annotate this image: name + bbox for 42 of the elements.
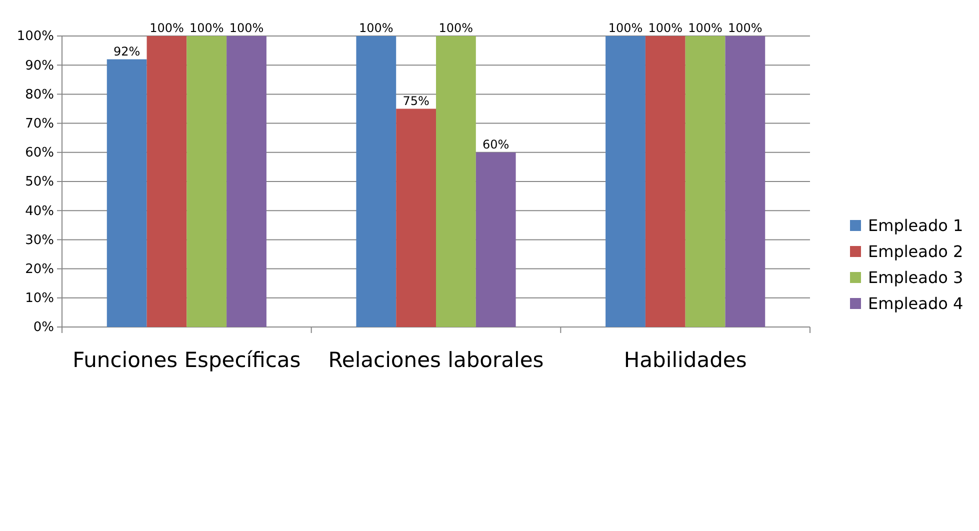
bar	[725, 36, 766, 327]
bar	[396, 108, 436, 327]
data-label: 100%	[688, 21, 722, 35]
y-tick-label: 60%	[25, 146, 54, 161]
data-label: 60%	[482, 137, 510, 152]
bar	[106, 59, 147, 327]
data-label: 100%	[229, 21, 264, 35]
bar	[606, 36, 646, 327]
bar	[436, 36, 476, 327]
data-label: 100%	[608, 21, 643, 35]
y-tick-label: 0%	[33, 320, 54, 336]
y-tick-label: 10%	[25, 291, 54, 306]
legend-label: Empleado 4	[868, 294, 964, 313]
legend-label: Empleado 1	[868, 216, 964, 235]
data-label: 100%	[359, 21, 394, 35]
bar	[685, 36, 726, 327]
data-label: 75%	[402, 94, 430, 108]
data-label: 92%	[113, 44, 140, 58]
x-tick-label: Habilidades	[624, 348, 747, 372]
bar	[356, 36, 396, 327]
y-tick-label: 40%	[25, 204, 54, 219]
bar	[645, 36, 686, 327]
data-label: 100%	[150, 21, 184, 35]
bar	[226, 36, 266, 327]
bar	[186, 36, 227, 327]
y-tick-label: 50%	[25, 174, 54, 190]
x-tick-label: Funciones Específicas	[72, 348, 301, 372]
y-tick-label: 30%	[25, 232, 54, 248]
x-tick-label: Relaciones laborales	[328, 348, 544, 372]
y-tick-label: 70%	[25, 116, 54, 132]
data-label: 100%	[648, 21, 683, 35]
data-label: 100%	[728, 21, 762, 35]
bar	[146, 36, 187, 327]
legend-label: Empleado 2	[868, 242, 964, 261]
y-tick-label: 100%	[16, 29, 54, 44]
legend-label: Empleado 3	[868, 268, 964, 287]
bar	[476, 152, 516, 327]
data-label: 100%	[189, 21, 224, 35]
y-tick-label: 90%	[25, 58, 54, 74]
y-tick-label: 80%	[25, 87, 54, 102]
y-tick-label: 20%	[25, 262, 54, 277]
data-label: 100%	[438, 21, 474, 35]
